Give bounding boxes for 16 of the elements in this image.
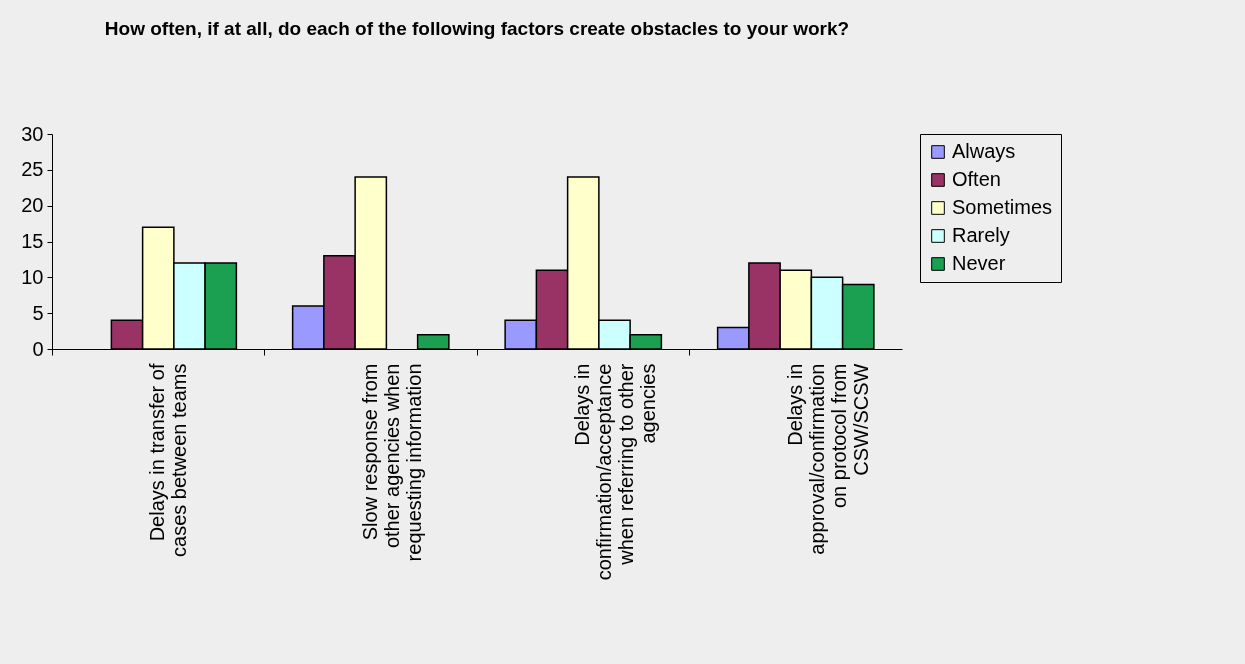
legend-label: Often <box>952 168 1001 190</box>
y-tick-label: 15 <box>21 230 44 252</box>
x-tick-label: Delays in transfer of cases between teams <box>146 363 191 557</box>
legend-label: Always <box>952 140 1016 162</box>
legend-label: Sometimes <box>952 196 1053 218</box>
x-tick-label: Delays in confirmation/acceptance when referring to other agencies <box>571 363 660 581</box>
y-tick-label: 0 <box>32 337 44 360</box>
y-tick-label: 5 <box>32 301 44 324</box>
legend-label: Rarely <box>952 224 1010 246</box>
chart-title: How often, if at all, do each of the following factors create obstacles to your work? <box>104 18 850 39</box>
y-tick-label: 20 <box>21 194 44 217</box>
y-tick-label: 10 <box>21 265 44 288</box>
y-tick-label: 25 <box>21 158 44 181</box>
x-tick-label: Delays in approval/confirmation on protocol from CSW/SCSW <box>783 363 872 555</box>
legend-label: Never <box>952 252 1006 274</box>
y-tick-label: 30 <box>21 122 44 145</box>
